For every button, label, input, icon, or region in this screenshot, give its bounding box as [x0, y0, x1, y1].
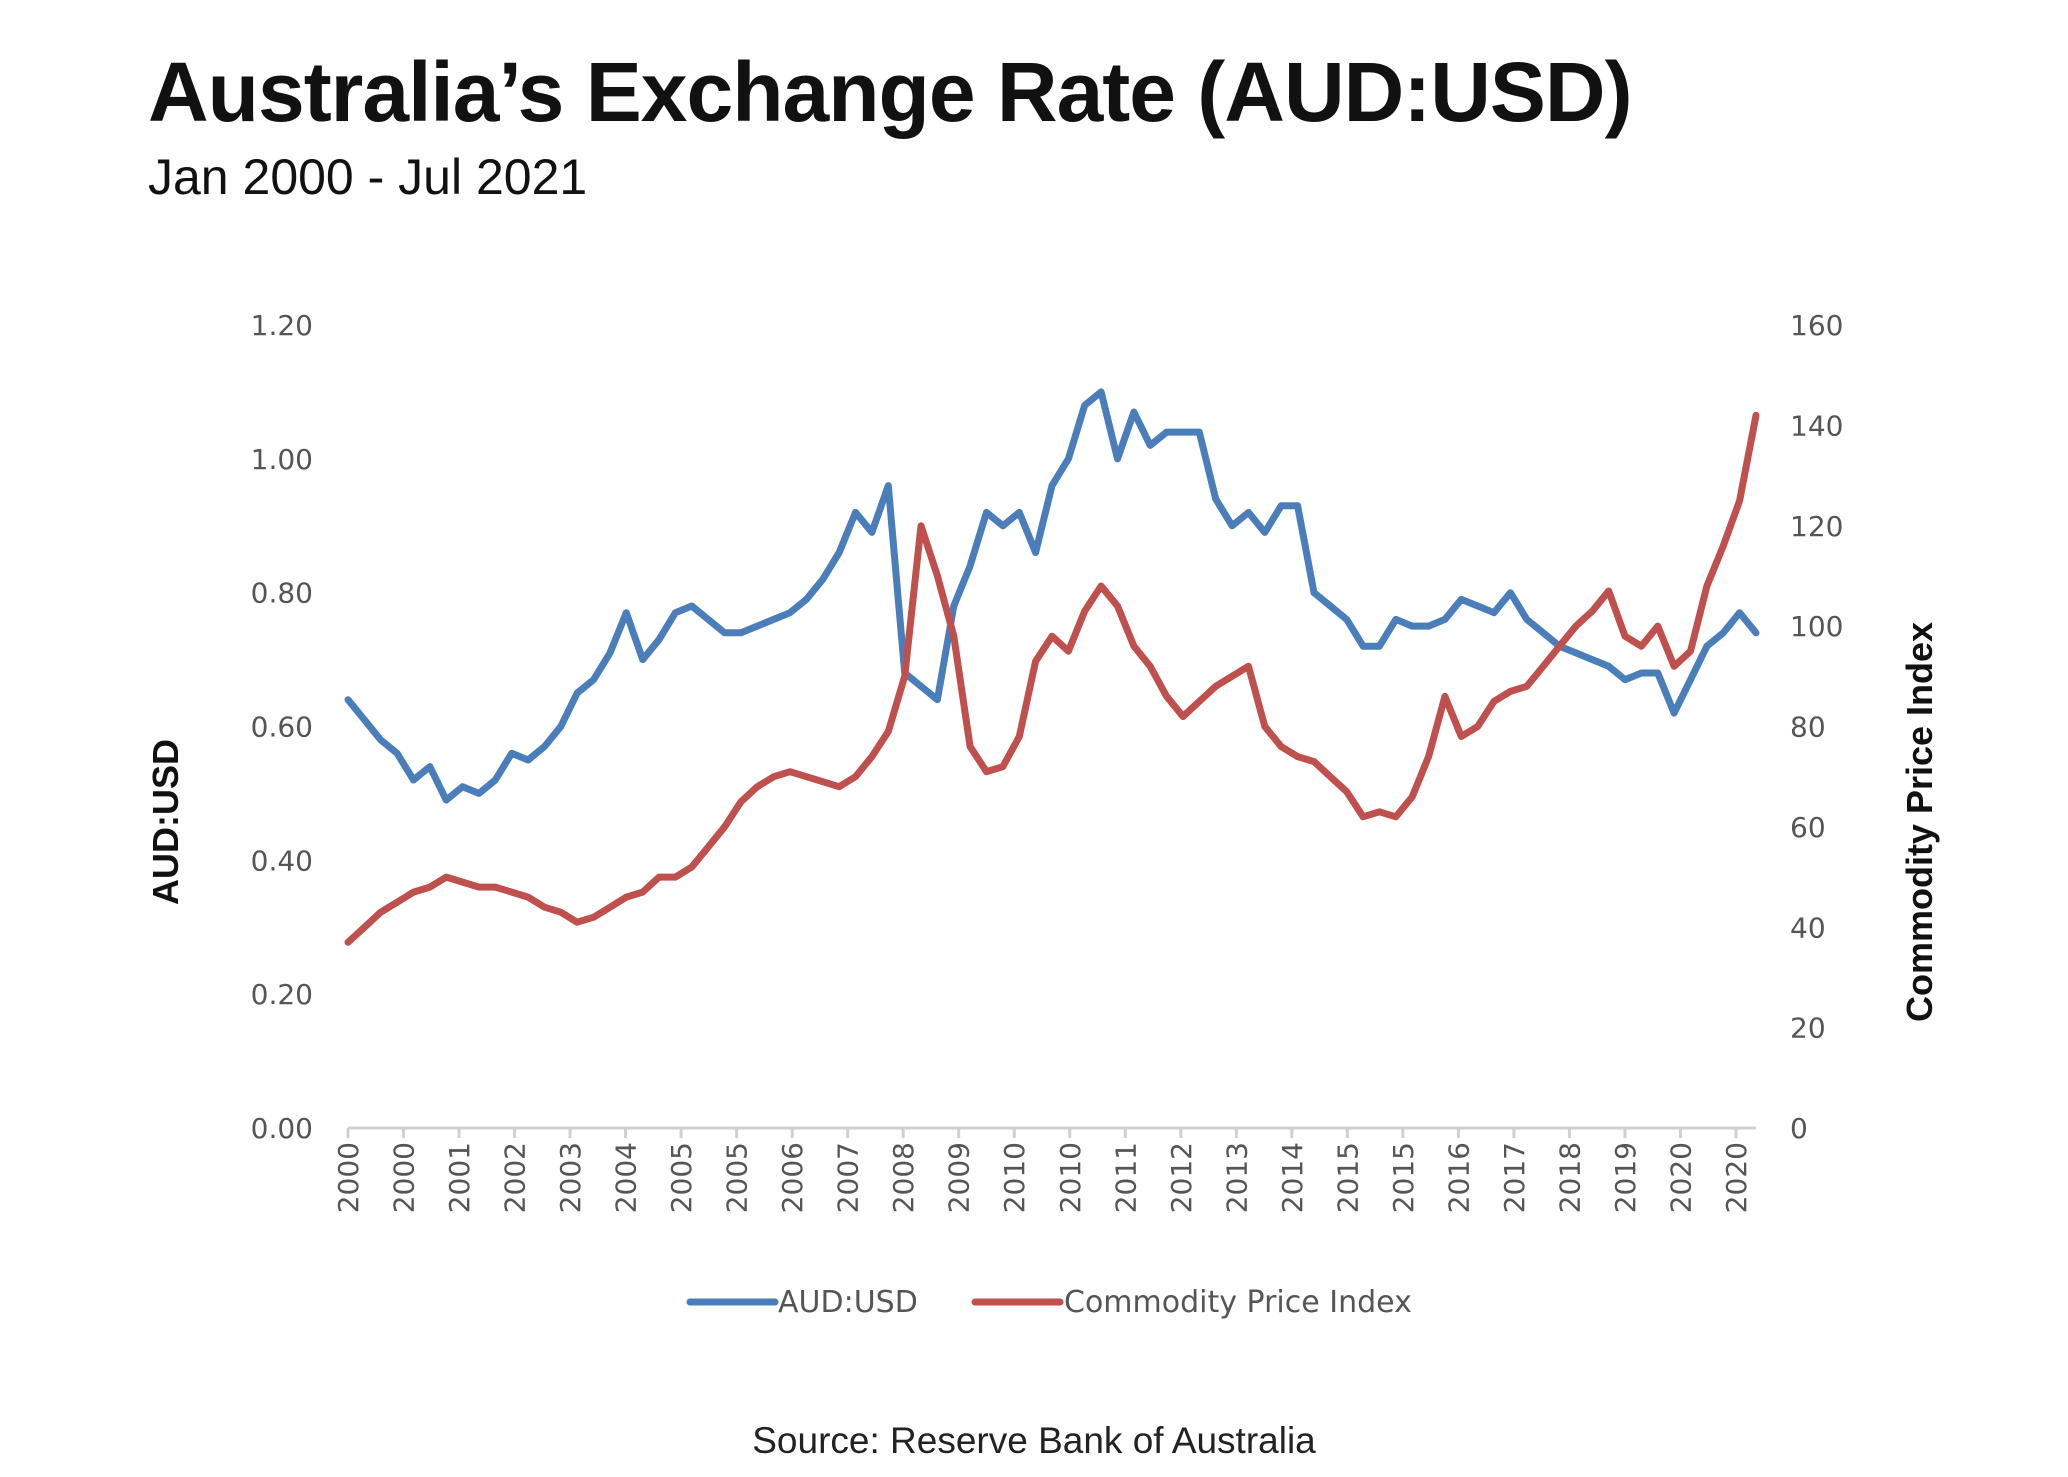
x-tick-label: 2007 — [832, 1142, 865, 1213]
chart-subtitle: Jan 2000 - Jul 2021 — [148, 149, 588, 205]
x-tick-label: 2014 — [1276, 1142, 1309, 1213]
chart-source: Source: Reserve Bank of Australia — [752, 1420, 1316, 1461]
x-tick-label: 2004 — [610, 1142, 643, 1213]
left-tick-label: 1.00 — [251, 443, 313, 476]
x-tick-label: 2003 — [554, 1142, 587, 1213]
series-layer — [344, 388, 1760, 946]
x-tick-label: 2005 — [721, 1142, 754, 1213]
x-tick-label: 2001 — [443, 1142, 476, 1213]
x-tick-label: 2015 — [1331, 1142, 1364, 1213]
x-tick-label: 2006 — [776, 1142, 809, 1213]
legend: AUD:USD Commodity Price Index — [686, 1285, 1412, 1320]
left-tick-label: 1.20 — [251, 309, 313, 342]
right-tick-label: 120 — [1790, 510, 1843, 543]
x-tick-label: 2016 — [1442, 1142, 1475, 1213]
left-tick-label: 0.80 — [251, 577, 313, 610]
x-tick-label: 2011 — [1109, 1142, 1142, 1213]
x-tick-label: 2019 — [1609, 1142, 1642, 1213]
right-tick-label: 0 — [1790, 1112, 1808, 1145]
x-tick-label: 2000 — [388, 1142, 421, 1213]
right-tick-label: 100 — [1790, 610, 1843, 643]
x-tick-label: 2002 — [499, 1142, 532, 1213]
right-axis-ticks: 0 20 40 60 80 100 120 140 160 — [1790, 309, 1843, 1145]
x-tick-label: 2009 — [943, 1142, 976, 1213]
x-tick-label: 2005 — [665, 1142, 698, 1213]
x-tick-label: 2008 — [887, 1142, 920, 1213]
right-axis-title: Commodity Price Index — [1899, 622, 1940, 1022]
series-line-audusd — [344, 388, 1760, 804]
x-axis-ticks: 2000 2000 2001 2002 2003 2004 2005 2005 2006 2007… — [332, 1128, 1753, 1213]
left-tick-label: 0.40 — [251, 844, 313, 877]
x-tick-label: 2020 — [1664, 1142, 1697, 1213]
left-tick-label: 0.00 — [251, 1112, 313, 1145]
x-tick-label: 2018 — [1553, 1142, 1586, 1213]
x-tick-label: 2017 — [1498, 1142, 1531, 1213]
x-tick-label: 2020 — [1720, 1142, 1753, 1213]
right-tick-label: 160 — [1790, 309, 1843, 342]
left-tick-label: 0.60 — [251, 711, 313, 744]
right-tick-label: 140 — [1790, 409, 1843, 442]
right-tick-label: 20 — [1790, 1012, 1826, 1045]
chart-title: Australia’s Exchange Rate (AUD:USD) — [148, 45, 1633, 139]
x-tick-label: 2013 — [1220, 1142, 1253, 1213]
x-tick-label: 2000 — [332, 1142, 365, 1213]
series-line-commodity-index — [344, 411, 1760, 946]
legend-label-audusd: AUD:USD — [778, 1285, 918, 1320]
right-tick-label: 60 — [1790, 811, 1826, 844]
x-tick-label: 2010 — [1054, 1142, 1087, 1213]
left-axis-title: AUD:USD — [145, 739, 186, 905]
right-tick-label: 40 — [1790, 911, 1826, 944]
left-axis-ticks: 0.00 0.20 0.40 0.60 0.80 1.00 1.20 — [251, 309, 313, 1145]
x-tick-label: 2012 — [1165, 1142, 1198, 1213]
x-tick-label: 2015 — [1387, 1142, 1420, 1213]
right-tick-label: 80 — [1790, 711, 1826, 744]
legend-label-commodity: Commodity Price Index — [1064, 1285, 1412, 1320]
left-tick-label: 0.20 — [251, 978, 313, 1011]
x-tick-label: 2010 — [998, 1142, 1031, 1213]
